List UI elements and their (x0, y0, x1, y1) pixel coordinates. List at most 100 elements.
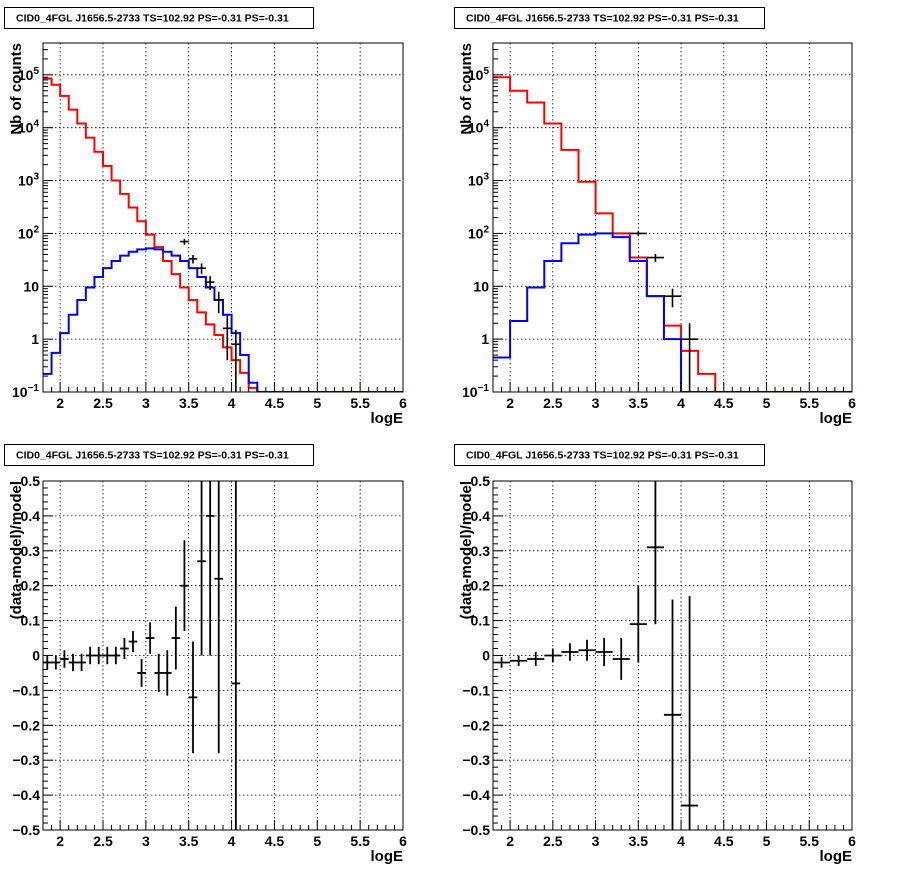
x-tick-label: 4.5 (265, 833, 285, 849)
residual-point (111, 646, 121, 665)
residual-point (180, 540, 189, 632)
y-tick-label: 0.3 (21, 543, 41, 559)
x-tick-label: 5 (763, 833, 771, 849)
residual-point (205, 481, 215, 656)
x-tick-label: 3.5 (179, 833, 199, 849)
residual-point (646, 481, 664, 625)
y-axis-label: (data-model)/model (458, 481, 475, 619)
residual-point (85, 646, 95, 665)
data-point (629, 231, 647, 236)
residual-point (681, 596, 699, 830)
y-tick-label: 103 (468, 172, 490, 189)
x-tick-label: 2.5 (543, 395, 563, 411)
y-tick-label: −0.1 (462, 682, 490, 698)
data-point (188, 255, 198, 264)
y-tick-label: 102 (468, 224, 490, 241)
plot-area (493, 481, 699, 830)
residual-point (612, 638, 630, 680)
series-source-model (43, 247, 403, 392)
x-tick-label: 6 (399, 395, 407, 411)
y-tick-label: 105 (468, 66, 490, 83)
data-point (223, 315, 232, 361)
residual-point (510, 655, 528, 666)
residual-point (51, 655, 61, 670)
x-tick-label: 4 (677, 833, 685, 849)
y-tick-label: −0.4 (462, 787, 490, 803)
x-tick-label: 4.5 (714, 833, 734, 849)
x-tick-label: 2 (56, 395, 64, 411)
y-tick-label: 0.4 (471, 508, 491, 524)
x-tick-label: 4 (677, 395, 685, 411)
x-axis-label: logE (371, 848, 404, 865)
residual-point (663, 599, 682, 830)
residual-point (120, 638, 129, 659)
x-tick-label: 3.5 (629, 833, 649, 849)
data-point (197, 263, 206, 275)
data-point (681, 323, 699, 392)
chart-title: CID0_4FGL J1656.5-2733 TS=102.92 PS=-0.3… (16, 13, 289, 25)
y-tick-label: 10 (23, 278, 39, 294)
residual-point (629, 585, 647, 663)
y-tick-label: 0.5 (471, 473, 491, 489)
residual-point (561, 643, 579, 661)
y-tick-label: 0.1 (21, 613, 41, 629)
residual-point (527, 652, 545, 666)
y-tick-label: 0.4 (21, 508, 41, 524)
x-tick-label: 3 (592, 395, 600, 411)
x-tick-label: 2.5 (93, 833, 113, 849)
residual-point (595, 638, 613, 666)
data-point (663, 288, 682, 308)
chart-title: CID0_4FGL J1656.5-2733 TS=102.92 PS=-0.3… (16, 450, 289, 462)
y-tick-label: −0.4 (12, 787, 40, 803)
x-tick-label: 2.5 (543, 833, 563, 849)
residual-point (154, 653, 163, 693)
y-tick-label: 103 (18, 172, 40, 189)
data-point (180, 238, 189, 245)
title-box (454, 444, 765, 466)
y-tick-label: 0.2 (21, 578, 41, 594)
chart-title: CID0_4FGL J1656.5-2733 TS=102.92 PS=-0.3… (466, 450, 739, 462)
y-tick-label: −0.1 (12, 682, 40, 698)
y-tick-label: 0.2 (471, 578, 491, 594)
x-axis-label: logE (820, 410, 853, 427)
y-tick-label: −0.3 (462, 752, 490, 768)
y-tick-label: 1 (31, 331, 39, 347)
panel-4: CID0_4FGL J1656.5-2733 TS=102.92 PS=-0.3… (454, 444, 856, 865)
x-tick-label: 6 (848, 395, 856, 411)
y-tick-label: 105 (18, 66, 40, 83)
y-tick-label: 104 (468, 119, 490, 136)
data-point (231, 329, 241, 392)
x-tick-label: 5.5 (800, 833, 820, 849)
residual-point (103, 646, 112, 665)
x-tick-label: 3 (592, 833, 600, 849)
residual-point (188, 641, 198, 754)
residual-point (231, 481, 241, 830)
plot-area (493, 76, 852, 392)
x-tick-label: 5 (313, 395, 321, 411)
plot-area (43, 481, 241, 830)
x-tick-label: 4 (228, 395, 236, 411)
y-axis-label: Nb of counts (8, 43, 25, 135)
series-total-model (493, 76, 852, 392)
x-tick-label: 2.5 (93, 395, 113, 411)
x-tick-label: 5.5 (350, 395, 370, 411)
x-tick-label: 5 (313, 833, 321, 849)
panel-3: CID0_4FGL J1656.5-2733 TS=102.92 PS=-0.3… (4, 444, 407, 865)
y-tick-label: −0.2 (462, 717, 490, 733)
x-tick-label: 3.5 (179, 395, 199, 411)
data-point (205, 276, 215, 291)
y-tick-label: −0.5 (462, 822, 490, 838)
x-tick-label: 2 (506, 833, 514, 849)
residual-point (544, 648, 562, 663)
residual-point (60, 650, 69, 668)
x-tick-label: 5.5 (350, 833, 370, 849)
x-tick-label: 5.5 (800, 395, 820, 411)
x-axis-label: logE (820, 848, 853, 865)
chart-title: CID0_4FGL J1656.5-2733 TS=102.92 PS=-0.3… (466, 13, 739, 25)
x-tick-label: 4.5 (265, 395, 285, 411)
residual-point (171, 606, 181, 670)
y-tick-label: 10 (473, 278, 489, 294)
residual-point (145, 622, 155, 654)
x-tick-label: 3 (142, 395, 150, 411)
y-tick-label: 10−1 (462, 383, 489, 400)
